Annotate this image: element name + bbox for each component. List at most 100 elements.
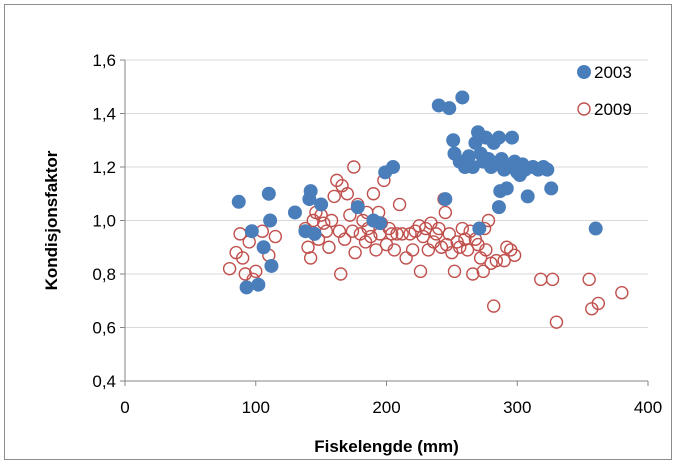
chart-frame xyxy=(4,4,672,460)
point-2009 xyxy=(399,251,413,265)
point-2009 xyxy=(416,229,430,244)
point-2009 xyxy=(395,227,409,241)
point-2009 xyxy=(447,264,462,279)
x-tick-label: 200 xyxy=(372,398,400,417)
point-2009 xyxy=(268,229,283,244)
point-2003 xyxy=(264,258,279,273)
point-2003 xyxy=(544,181,559,196)
point-2003 xyxy=(287,205,302,220)
x-tick-label: 400 xyxy=(634,398,662,417)
point-2003 xyxy=(491,130,506,145)
point-2009 xyxy=(545,272,560,287)
point-2009 xyxy=(615,286,629,300)
point-2009 xyxy=(334,267,348,281)
y-tick-label: 0,8 xyxy=(92,265,116,284)
point-2009 xyxy=(369,243,383,257)
point-2009 xyxy=(413,264,428,279)
point-2009 xyxy=(235,251,250,265)
x-tick-label: 100 xyxy=(242,398,270,417)
point-2009 xyxy=(438,205,453,220)
point-2003 xyxy=(446,133,461,148)
legend: 2003 2009 xyxy=(577,63,632,119)
y-tick-label: 1,2 xyxy=(92,158,116,177)
axes xyxy=(120,59,649,386)
point-2009 xyxy=(549,315,564,329)
point-2003 xyxy=(231,194,246,209)
point-2009 xyxy=(343,208,357,222)
legend-label: 2009 xyxy=(594,100,632,119)
y-tick-label: 1,0 xyxy=(92,212,116,231)
point-2003 xyxy=(455,90,470,105)
point-2003 xyxy=(303,184,318,199)
point-2009 xyxy=(507,248,522,262)
point-2003 xyxy=(588,221,603,236)
point-2003 xyxy=(540,162,555,177)
point-2009 xyxy=(317,216,331,230)
point-2009 xyxy=(337,232,352,246)
point-2003 xyxy=(386,160,401,174)
tick-labels: 0,4 0,6 0,8 1,0 1,2 1,4 1,6 0 100 200 300 400 xyxy=(92,51,662,417)
y-tick-label: 0,4 xyxy=(92,372,116,391)
point-2009 xyxy=(322,240,336,254)
point-2009 xyxy=(591,296,606,311)
point-2009 xyxy=(327,189,341,204)
point-2009 xyxy=(487,299,501,313)
point-2003 xyxy=(307,226,322,241)
point-2009 xyxy=(500,240,514,254)
point-2009 xyxy=(390,227,404,241)
point-2003 xyxy=(263,213,278,228)
point-2009 xyxy=(489,253,504,268)
point-2003 xyxy=(491,200,506,215)
point-2009 xyxy=(385,227,399,241)
point-2009 xyxy=(347,160,361,174)
point-2003 xyxy=(239,280,254,295)
grid-lines xyxy=(125,59,648,328)
point-2009 xyxy=(405,243,420,257)
point-2003 xyxy=(372,216,387,231)
legend-marker xyxy=(577,102,591,116)
point-2009 xyxy=(392,197,407,212)
point-2009 xyxy=(366,187,381,201)
point-2003 xyxy=(499,181,514,196)
point-2009 xyxy=(460,243,475,257)
point-2009 xyxy=(303,251,318,265)
point-2009 xyxy=(324,213,339,228)
point-2003 xyxy=(438,192,453,207)
legend-label: 2003 xyxy=(594,63,632,82)
point-2009 xyxy=(348,245,362,260)
data-points xyxy=(222,90,629,329)
point-2009 xyxy=(466,267,480,281)
legend-marker xyxy=(577,65,591,79)
point-2003 xyxy=(244,224,259,239)
point-2003 xyxy=(520,189,535,204)
point-2003 xyxy=(261,186,276,201)
point-2009 xyxy=(340,187,354,201)
y-tick-label: 1,4 xyxy=(92,105,116,124)
point-2003 xyxy=(251,277,266,292)
y-axis-label: Kondisjonsfaktor xyxy=(42,150,61,290)
point-2009 xyxy=(432,221,446,236)
y-tick-label: 0,6 xyxy=(92,319,116,338)
point-2009 xyxy=(387,243,402,257)
point-2003 xyxy=(350,200,365,215)
x-axis-label: Fiskelengde (mm) xyxy=(314,437,459,456)
point-2003 xyxy=(472,221,487,236)
point-2009 xyxy=(481,213,496,228)
point-2009 xyxy=(345,224,360,238)
point-2003 xyxy=(256,240,271,255)
y-tick-label: 1,6 xyxy=(92,51,116,70)
point-2003 xyxy=(314,197,329,212)
point-2009 xyxy=(534,272,548,287)
point-2009 xyxy=(497,253,511,268)
point-2003 xyxy=(505,130,520,145)
x-tick-label: 0 xyxy=(120,398,129,417)
point-2009 xyxy=(442,227,456,241)
point-2009 xyxy=(222,261,237,276)
point-2009 xyxy=(582,272,596,287)
point-2009 xyxy=(249,264,263,279)
point-2009 xyxy=(479,243,493,257)
x-tick-label: 300 xyxy=(503,398,531,417)
point-2009 xyxy=(476,264,490,279)
point-2009 xyxy=(364,229,378,244)
